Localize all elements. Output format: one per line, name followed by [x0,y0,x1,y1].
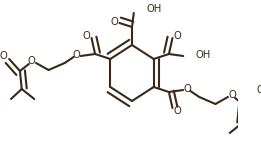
Text: O: O [0,51,8,61]
Text: O: O [110,17,118,27]
Text: O: O [184,84,192,94]
Text: O: O [229,90,236,100]
Text: O: O [73,50,80,60]
Text: O: O [28,56,35,66]
Text: O: O [82,31,90,41]
Text: O: O [174,31,182,41]
Text: O: O [174,106,182,116]
Text: OH: OH [146,4,162,14]
Text: O: O [256,85,261,95]
Text: OH: OH [196,50,211,60]
